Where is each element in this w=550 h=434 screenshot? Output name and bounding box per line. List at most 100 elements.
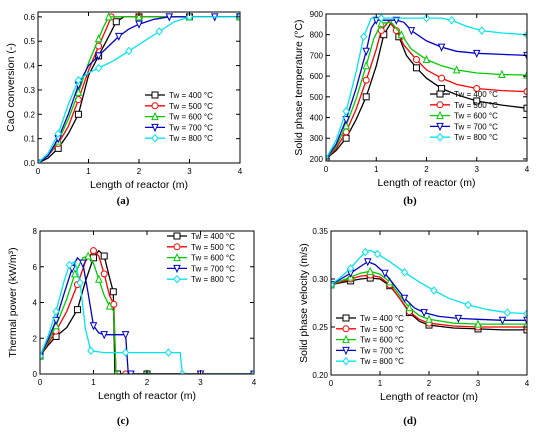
y-axis-label: Solid phase temperature (°C) — [293, 19, 305, 155]
legend-marker — [342, 314, 350, 322]
series-line-3 — [38, 16, 240, 163]
x-axis-label: Length of reactor (m) — [380, 391, 478, 403]
y-tick-label: 500 — [310, 93, 324, 102]
data-point — [52, 307, 60, 316]
legend-entry: Tw = 700 °C — [169, 123, 213, 132]
legend-entry: Tw = 700 °C — [360, 346, 404, 355]
data-point — [447, 15, 456, 25]
x-tick-label: 1 — [91, 378, 96, 387]
data-point — [326, 154, 330, 161]
legend-entry: Tw = 500 °C — [169, 102, 213, 111]
data-point — [361, 247, 369, 257]
series-markers-1 — [326, 27, 527, 161]
data-point — [523, 316, 527, 325]
data-point — [407, 27, 416, 36]
legend-entry: Tw = 800 °C — [360, 357, 404, 366]
data-point — [342, 121, 350, 130]
data-point — [87, 346, 95, 356]
legend: Tw = 400 °C Tw = 500 °C Tw = 600 °CTw = 70… — [145, 91, 213, 143]
data-point — [473, 85, 481, 93]
x-tick-label: 0 — [36, 167, 41, 176]
data-point — [405, 303, 414, 312]
legend-entry: Tw = 400 °C — [191, 232, 235, 241]
series-line-3 — [40, 256, 254, 374]
chart-panel-d: 0 1 2 3 4 0.20 0.25 0.30 0.35 Length of reactor (… — [298, 227, 530, 427]
legend-entry: Tw = 500 °C — [360, 325, 404, 334]
legend: Tw = 400 °C Tw = 500 °C Tw = 600 °CTw = 70… — [167, 232, 235, 284]
data-point — [346, 264, 355, 273]
series-line-4 — [331, 249, 527, 315]
data-point — [90, 247, 97, 255]
x-tick-label: 0 — [38, 378, 43, 387]
data-point — [523, 104, 527, 112]
x-tick-label: 1 — [378, 379, 383, 388]
data-point — [109, 288, 117, 296]
data-point — [100, 252, 108, 260]
data-point — [122, 370, 130, 374]
data-point — [503, 308, 512, 317]
series-line-4 — [38, 16, 240, 163]
series-line-2 — [331, 270, 527, 325]
data-point — [523, 88, 527, 96]
legend-marker — [342, 356, 350, 366]
data-point — [422, 14, 431, 23]
data-point — [362, 61, 370, 70]
data-point — [438, 74, 446, 82]
x-axis-label: Length of reactor (m) — [377, 177, 475, 189]
data-point — [452, 65, 461, 74]
legend-marker — [173, 243, 181, 251]
legend-entry: Tw = 600 °C — [191, 254, 235, 263]
data-point — [377, 14, 385, 23]
data-point — [65, 260, 74, 270]
x-tick-label: 1 — [374, 165, 379, 174]
data-point — [412, 56, 420, 64]
data-point — [178, 369, 186, 374]
data-point — [155, 27, 163, 36]
x-tick-label: 4 — [525, 165, 530, 174]
legend-marker — [151, 133, 159, 143]
chart-panel-b: 0 1 2 3 4 200 300 400 500 600 700 800 900 Length of r… — [293, 10, 530, 207]
legend: Tw = 400 °C Tw = 500 °C Tw = 600 °CTw = 70… — [336, 314, 404, 366]
legend-entry: Tw = 500 °C — [191, 243, 235, 252]
data-point — [70, 269, 79, 278]
legend-marker — [151, 102, 159, 110]
data-point — [472, 49, 481, 59]
data-point — [373, 249, 382, 259]
panel-caption: (d) — [403, 415, 417, 427]
legend-marker — [436, 101, 444, 109]
y-tick-label: 0.25 — [312, 323, 328, 332]
data-point — [100, 331, 108, 340]
data-point — [250, 369, 254, 374]
data-point — [74, 110, 82, 118]
y-tick-label: 300 — [310, 134, 324, 143]
legend-marker — [342, 334, 350, 344]
y-tick-label: 0 — [33, 370, 38, 379]
data-point — [115, 32, 123, 42]
data-point — [498, 316, 507, 325]
data-point — [114, 370, 122, 374]
data-point — [164, 348, 173, 357]
legend-marker — [436, 122, 444, 132]
legend: Tw = 400 °C Tw = 500 °C Tw = 600 °CTw = 70… — [430, 90, 498, 142]
data-point — [363, 258, 372, 267]
legend-entry: Tw = 800 °C — [169, 134, 213, 143]
data-point — [89, 322, 98, 331]
legend-entry: Tw = 800 °C — [454, 133, 498, 142]
y-tick-label: 0.2 — [24, 110, 36, 119]
legend-marker — [151, 111, 159, 121]
x-tick-label: 0 — [324, 165, 329, 174]
data-point — [52, 316, 60, 326]
data-point — [523, 309, 527, 318]
y-axis-label: Solid phase velocity (m/s) — [298, 243, 310, 363]
legend-entry: Tw = 700 °C — [191, 264, 235, 273]
y-axis-label: CaO conversion (-) — [5, 43, 17, 132]
data-point — [397, 30, 406, 39]
y-tick-label: 400 — [310, 114, 324, 123]
panel-caption: (a) — [117, 195, 130, 207]
data-point — [412, 64, 420, 72]
data-point — [478, 26, 486, 35]
data-point — [437, 43, 446, 52]
y-tick-label: 200 — [310, 155, 324, 164]
data-point — [94, 63, 103, 73]
